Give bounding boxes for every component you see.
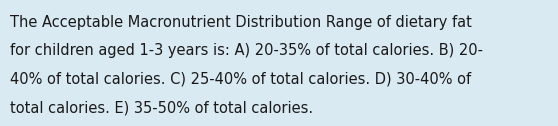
Text: for children aged 1-3 years is: A) 20-35% of total calories. B) 20-: for children aged 1-3 years is: A) 20-35… (10, 43, 483, 58)
Text: 40% of total calories. C) 25-40% of total calories. D) 30-40% of: 40% of total calories. C) 25-40% of tota… (10, 72, 471, 87)
Text: total calories. E) 35-50% of total calories.: total calories. E) 35-50% of total calor… (10, 100, 313, 115)
Text: The Acceptable Macronutrient Distribution Range of dietary fat: The Acceptable Macronutrient Distributio… (10, 15, 472, 30)
